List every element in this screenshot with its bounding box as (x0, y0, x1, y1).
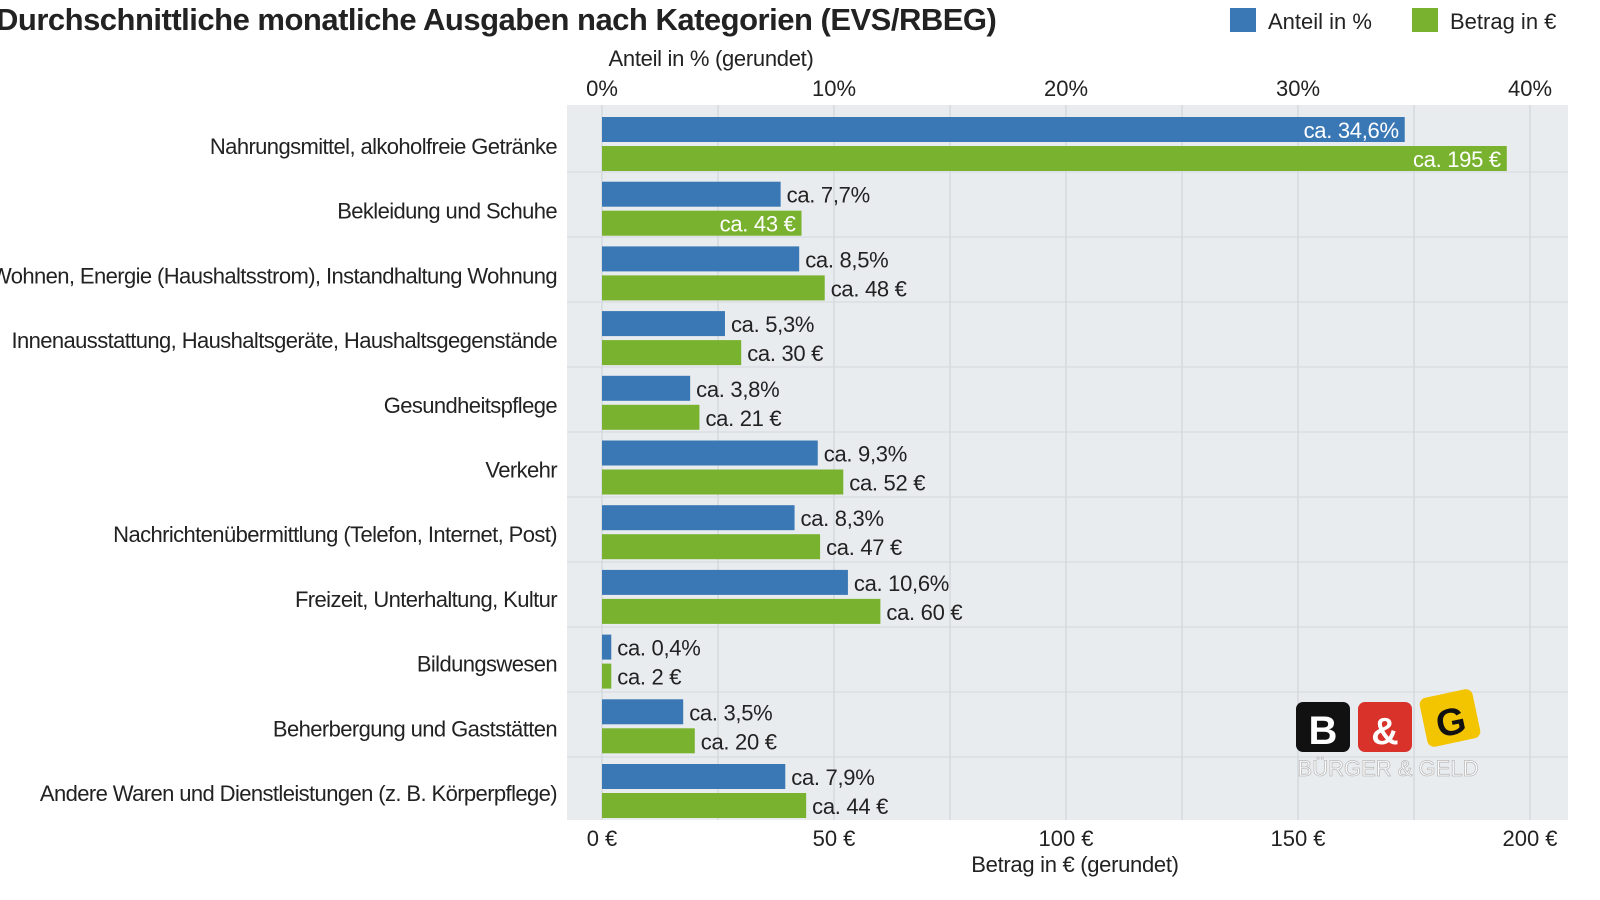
bar-share (602, 569, 848, 595)
bar-amount (602, 404, 700, 430)
category-label: Beherbergung und Gaststätten (273, 716, 557, 741)
category-label: Gesundheitspflege (384, 393, 558, 418)
data-label-share: ca. 34,6% (1304, 118, 1399, 143)
data-label-share: ca. 0,4% (617, 636, 700, 661)
bar-share (602, 764, 786, 789)
ticks: 0% 10% 20% 30% 40% 0 € 50 € 100 € 150 € 200 € (586, 76, 1557, 851)
logo-tile-b (1296, 702, 1350, 752)
data-label-amount: ca. 52 € (849, 471, 925, 496)
category-label: Bildungswesen (417, 652, 557, 677)
top-tick-label: 40% (1508, 76, 1552, 101)
bar-share (602, 440, 818, 466)
data-label-share: ca. 7,9% (791, 765, 874, 790)
top-tick-label: 20% (1044, 76, 1088, 101)
legend-label-amount: Betrag in € (1450, 9, 1556, 34)
data-label-amount: ca. 20 € (701, 729, 777, 754)
top-tick-label: 30% (1276, 76, 1320, 101)
bar-share (602, 634, 612, 660)
bar-share (602, 699, 684, 725)
data-label-share: ca. 10,6% (854, 571, 949, 596)
category-label: Innenausstattung, Haushaltsgeräte, Haush… (11, 328, 557, 353)
category-labels: Nahrungsmittel, alkoholfreie Getränke Bek… (0, 134, 558, 806)
bottom-tick-label: 100 € (1038, 826, 1093, 851)
data-label-share: ca. 7,7% (787, 183, 870, 208)
bar-share (602, 505, 795, 531)
data-label-share: ca. 9,3% (824, 442, 907, 467)
chart-title: Durchschnittliche monatliche Ausgaben na… (0, 2, 996, 37)
data-label-share: ca. 8,5% (805, 247, 888, 272)
data-label-amount: ca. 44 € (812, 794, 888, 819)
data-label-amount: ca. 60 € (886, 600, 962, 625)
grid (567, 105, 1568, 820)
category-label: Freizeit, Unterhaltung, Kultur (295, 587, 557, 612)
bar-amount (602, 469, 844, 495)
bar-share (602, 375, 691, 401)
bar-amount (602, 275, 825, 301)
data-label-amount: ca. 48 € (831, 276, 907, 301)
logo-tile-amp (1358, 702, 1412, 752)
data-label-amount: ca. 30 € (747, 341, 823, 366)
legend-swatch-share (1230, 8, 1256, 32)
bar-amount (602, 146, 1507, 171)
bar-amount (602, 534, 821, 560)
bar-share (602, 246, 800, 272)
data-label-share: ca. 5,3% (731, 312, 814, 337)
bottom-tick-label: 0 € (587, 826, 618, 851)
bar-amount (602, 210, 802, 236)
legend-swatch-amount (1412, 8, 1438, 32)
top-tick-label: 10% (812, 76, 856, 101)
category-label: Andere Waren und Dienstleistungen (z. B.… (40, 781, 557, 806)
bottom-tick-label: 200 € (1502, 826, 1557, 851)
legend: Anteil in % Betrag in € (1230, 8, 1556, 34)
bar-share (602, 181, 781, 207)
data-label-amount: ca. 21 € (705, 406, 781, 431)
bars: ca. 34,6% ca. 195 € ca. 7,7% ca. 43 € ca. 8,… (602, 117, 1507, 819)
top-tick-label: 0% (586, 76, 618, 101)
bar-amount (602, 663, 612, 689)
data-label-amount: ca. 2 € (617, 665, 681, 690)
data-label-amount: ca. 47 € (826, 535, 902, 560)
data-label-amount: ca. 43 € (720, 212, 796, 237)
legend-label-share: Anteil in % (1268, 9, 1372, 34)
logo-tile-g (1419, 689, 1481, 747)
logo-text: BÜRGER & GELD (1298, 756, 1479, 781)
bottom-tick-label: 50 € (813, 826, 856, 851)
category-label: Nahrungsmittel, alkoholfreie Getränke (210, 134, 557, 159)
bar-amount (602, 598, 881, 624)
logo: B & G BÜRGER & GELD (1296, 689, 1481, 781)
bar-amount (602, 728, 695, 754)
bar-share (602, 311, 725, 337)
data-label-amount: ca. 195 € (1413, 147, 1501, 172)
logo-ampersand: & (1371, 711, 1398, 753)
category-label: Bekleidung und Schuhe (337, 199, 557, 224)
data-label-share: ca. 8,3% (801, 506, 884, 531)
logo-letter-b: B (1309, 709, 1338, 753)
bar-share (602, 117, 1405, 142)
data-label-share: ca. 3,8% (696, 377, 779, 402)
bar-amount (602, 793, 807, 818)
data-label-share: ca. 3,5% (689, 700, 772, 725)
top-axis-label: Anteil in % (gerundet) (609, 46, 814, 71)
category-label: Verkehr (485, 458, 557, 483)
category-label: Wohnen, Energie (Haushaltsstrom), Instan… (0, 263, 557, 288)
bottom-axis-label: Betrag in € (gerundet) (971, 852, 1178, 877)
category-label: Nachrichtenübermittlung (Telefon, Intern… (113, 522, 557, 547)
bar-amount (602, 340, 742, 366)
bottom-tick-label: 150 € (1270, 826, 1325, 851)
